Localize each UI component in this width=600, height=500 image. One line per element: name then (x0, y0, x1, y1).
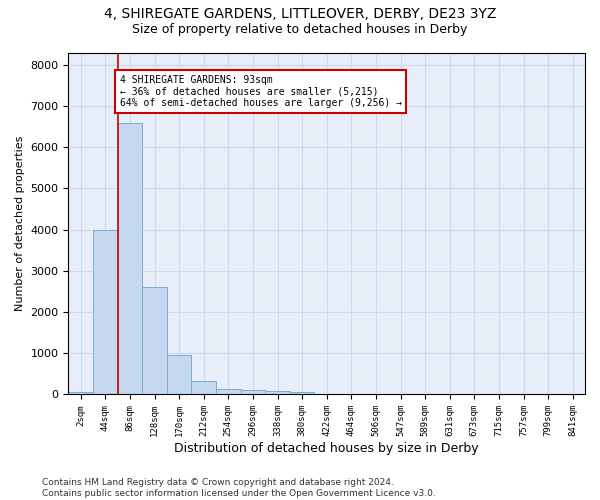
Bar (68, 392, 93, 394)
Bar (265, 391, 290, 394)
Text: 4 SHIREGATE GARDENS: 93sqm
← 36% of detached houses are smaller (5,215)
64% of s: 4 SHIREGATE GARDENS: 93sqm ← 36% of deta… (119, 75, 401, 108)
Bar (118, 122, 142, 394)
Bar (216, 389, 241, 394)
Y-axis label: Number of detached properties: Number of detached properties (15, 136, 25, 311)
Text: Size of property relative to detached houses in Derby: Size of property relative to detached ho… (133, 22, 467, 36)
Text: Contains HM Land Registry data © Crown copyright and database right 2024.
Contai: Contains HM Land Registry data © Crown c… (42, 478, 436, 498)
X-axis label: Distribution of detached houses by size in Derby: Distribution of detached houses by size … (175, 442, 479, 455)
Bar (241, 390, 265, 394)
Bar (191, 382, 216, 394)
Text: 4, SHIREGATE GARDENS, LITTLEOVER, DERBY, DE23 3YZ: 4, SHIREGATE GARDENS, LITTLEOVER, DERBY,… (104, 8, 496, 22)
Bar (93, 230, 118, 394)
Bar (142, 286, 167, 395)
Bar (167, 356, 191, 395)
Bar (290, 392, 314, 394)
